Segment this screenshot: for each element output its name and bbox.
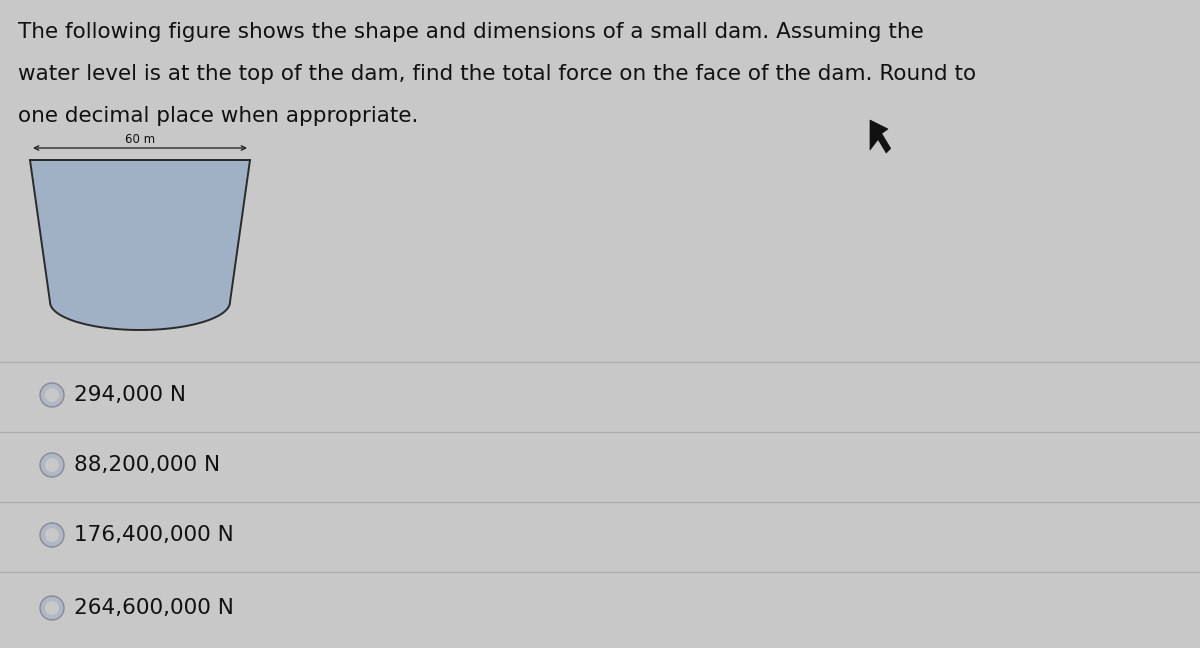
Circle shape [40, 383, 64, 407]
Circle shape [46, 601, 59, 615]
Circle shape [40, 596, 64, 620]
Polygon shape [30, 160, 250, 330]
Text: The following figure shows the shape and dimensions of a small dam. Assuming the: The following figure shows the shape and… [18, 22, 924, 42]
Text: 176,400,000 N: 176,400,000 N [74, 525, 234, 545]
Circle shape [46, 388, 59, 402]
Text: 88,200,000 N: 88,200,000 N [74, 455, 220, 475]
Circle shape [40, 523, 64, 547]
Text: 294,000 N: 294,000 N [74, 385, 186, 405]
Text: 60 m: 60 m [125, 133, 155, 146]
Circle shape [46, 528, 59, 542]
Text: one decimal place when appropriate.: one decimal place when appropriate. [18, 106, 419, 126]
Circle shape [46, 458, 59, 472]
Text: 264,600,000 N: 264,600,000 N [74, 598, 234, 618]
Circle shape [40, 453, 64, 477]
Polygon shape [870, 120, 890, 153]
Text: water level is at the top of the dam, find the total force on the face of the da: water level is at the top of the dam, fi… [18, 64, 976, 84]
